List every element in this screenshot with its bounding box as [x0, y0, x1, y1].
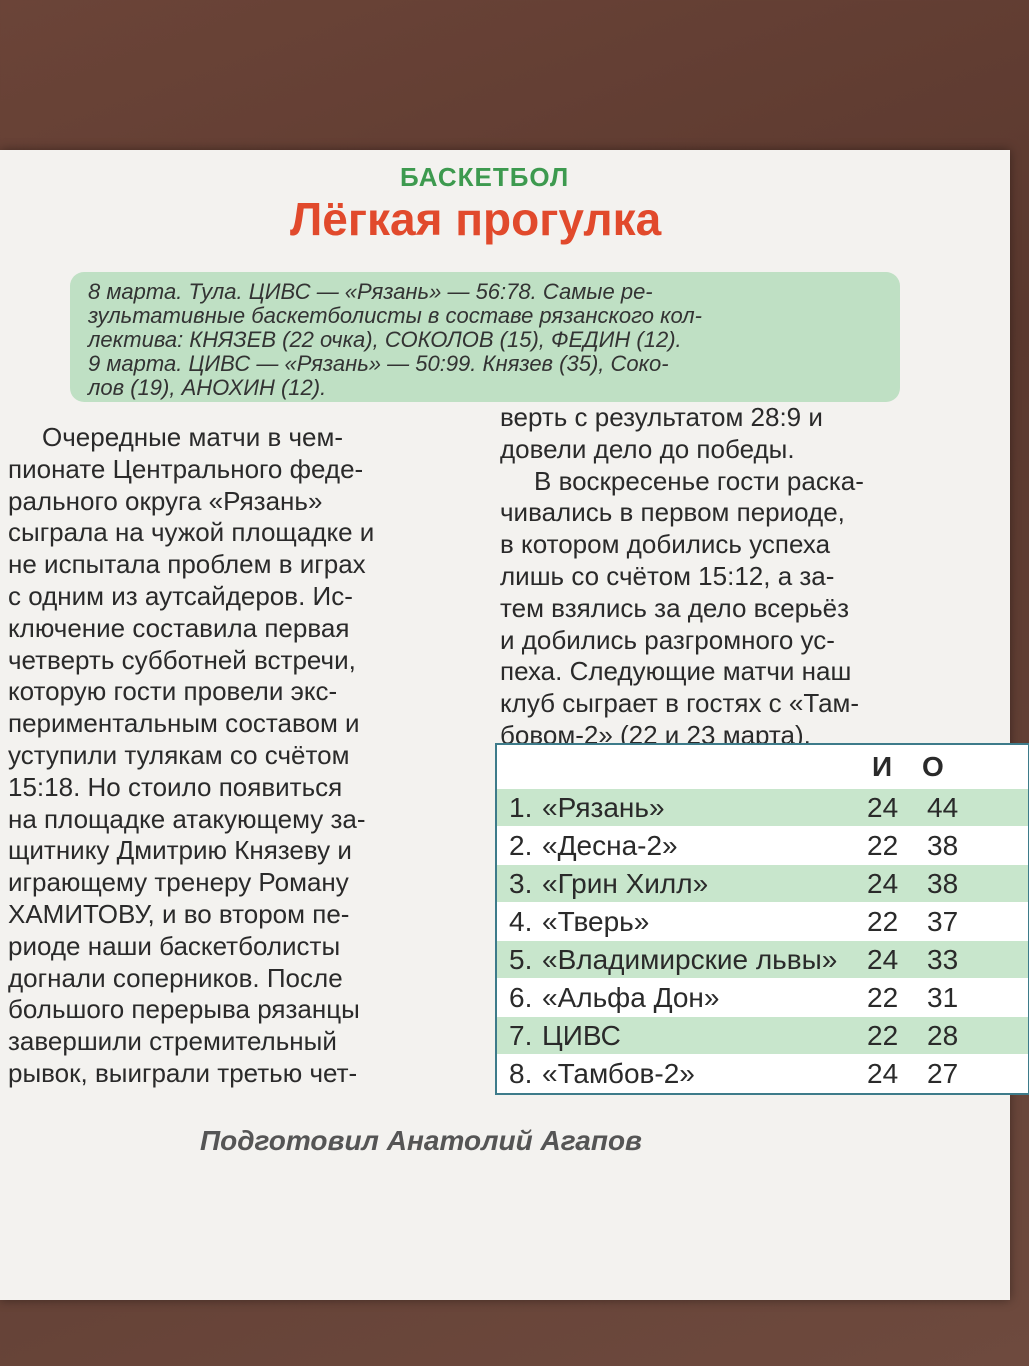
text-line: и добились разгромного ус- [500, 624, 835, 655]
standings-table: И О 1. «Рязань» 24 44 2. «Десна-2» 22 38 3. «Грин Х… [495, 743, 1029, 1095]
text-line: лишь со счётом 15:12, а за- [500, 560, 835, 591]
text-line: с одним из аутсайдеров. Ис- [8, 580, 353, 611]
table-row: 4. «Тверь» 22 37 [497, 903, 1028, 940]
table-cell: «Грин Хилл» [542, 868, 709, 899]
text-line: догнали соперников. После [8, 962, 343, 993]
table-cell: 31 [927, 982, 959, 1013]
text-line: ключение составила первая [8, 612, 350, 643]
text-line: лектива: КНЯЗЕВ (22 очка), СОКОЛОВ (15),… [88, 327, 682, 352]
text-line: рывок, выиграли третью чет- [8, 1057, 358, 1088]
table-row: 8. «Тамбов-2» 24 27 [497, 1055, 1028, 1092]
table-cell: 24 [867, 1058, 899, 1089]
table-cell: 2. [509, 830, 533, 861]
text-line: пеха. Следующие матчи наш [500, 656, 852, 687]
text-line: ХАМИТОВУ, и во втором пе- [8, 898, 350, 929]
text-line: довели дело до победы. [500, 433, 795, 464]
table-cell: 24 [867, 792, 899, 823]
table-cell: 44 [927, 792, 959, 823]
table-cell: 7. [509, 1020, 533, 1051]
table-cell: «Владимирские львы» [542, 944, 838, 975]
text-line: лов (19), АНОХИН (12). [88, 375, 327, 400]
text-line: сыграла на чужой площадке и [8, 517, 375, 548]
newspaper-clipping: БАСКЕТБОЛ Лёгкая прогулка 8 марта. Тула.… [0, 150, 1029, 1300]
table-cell: 1. [509, 792, 533, 823]
text-line: рального округа «Рязань» [8, 485, 323, 516]
table-row: 1. «Рязань» 24 44 [497, 789, 1028, 826]
table-cell: 8. [509, 1058, 533, 1089]
table-cell: «Рязань» [542, 792, 665, 823]
table-cell: 22 [867, 906, 899, 937]
text-line: большого перерыва рязанцы [8, 994, 360, 1025]
table-row: 3. «Грин Хилл» 24 38 [497, 865, 1028, 902]
text-line: завершили стремительный [8, 1026, 337, 1057]
table-row: 6. «Альфа Дон» 22 31 [497, 979, 1028, 1016]
text-line: играющему тренеру Роману [8, 867, 349, 898]
table-cell: 27 [927, 1058, 959, 1089]
text-line: в котором добились успеха [500, 529, 831, 560]
table-cell: 24 [867, 868, 899, 899]
table-cell: 22 [867, 982, 899, 1013]
table-cell: 38 [927, 868, 959, 899]
table-cell: 22 [867, 830, 899, 861]
table-cell: 38 [927, 830, 959, 861]
text-line: В воскресенье гости раска- [534, 465, 864, 496]
table-cell: «Тверь» [542, 906, 650, 937]
text-line: четверть субботней встречи, [8, 644, 356, 675]
text-line: верть с результатом 28:9 и [500, 402, 823, 432]
table-cell: 37 [927, 906, 959, 937]
text-line: уступили тулякам со счётом [8, 739, 350, 770]
byline: Подготовил Анатолий Агапов [200, 1125, 642, 1156]
text-line: зультативные баскетболисты в составе ряз… [88, 303, 702, 328]
table-cell: ЦИВС [542, 1020, 621, 1051]
text-line: пионате Центрального феде- [8, 453, 364, 484]
table-cell: 4. [509, 906, 533, 937]
text-line: риоде наши баскетболисты [8, 930, 341, 961]
text-line: 8 марта. Тула. ЦИВС — «Рязань» — 56:78. … [88, 279, 653, 304]
text-line: на площадке атакующему за- [8, 803, 366, 834]
table-cell: «Альфа Дон» [542, 982, 720, 1013]
text-line: Очередные матчи в чем- [42, 422, 344, 452]
table-cell: 22 [867, 1020, 899, 1051]
table-row: 7. ЦИВС 22 28 [497, 1017, 1028, 1054]
table-cell: 5. [509, 944, 533, 975]
table-cell: 33 [927, 944, 959, 975]
text-line: периментальным составом и [8, 708, 360, 739]
table-cell: «Десна-2» [542, 830, 678, 861]
table-cell: 3. [509, 868, 533, 899]
headline: Лёгкая прогулка [290, 193, 662, 245]
table-cell: 24 [867, 944, 899, 975]
section-label: БАСКЕТБОЛ [400, 162, 570, 192]
table-row: 2. «Десна-2» 22 38 [497, 827, 1028, 864]
table-cell: «Тамбов-2» [542, 1058, 695, 1089]
table-row: 5. «Владимирские львы» 24 33 [497, 941, 1028, 978]
text-line: чивались в первом периоде, [500, 497, 845, 528]
text-line: тем взялись за дело всерьёз [500, 592, 850, 623]
text-line: клуб сыграет в гостях с «Там- [500, 688, 860, 719]
left-column: Очередные матчи в чем-пионате Центрально… [8, 422, 374, 1090]
text-line: не испытала проблем в играх [8, 549, 366, 580]
text-line: 9 марта. ЦИВС — «Рязань» — 50:99. Князев… [88, 351, 669, 376]
text-line: которую гости провели экс- [8, 676, 338, 707]
right-column: верть с результатом 28:9 и довели дело до… [500, 402, 864, 752]
table-cell: 6. [509, 982, 533, 1013]
table-header: И [872, 751, 893, 782]
text-line: 15:18. Но стоило появиться [8, 771, 343, 802]
text-line: щитнику Дмитрию Князеву и [8, 835, 352, 866]
table-cell: 28 [927, 1020, 959, 1051]
table-header: О [922, 751, 944, 782]
summary-box: 8 марта. Тула. ЦИВС — «Рязань» — 56:78. … [70, 272, 900, 402]
